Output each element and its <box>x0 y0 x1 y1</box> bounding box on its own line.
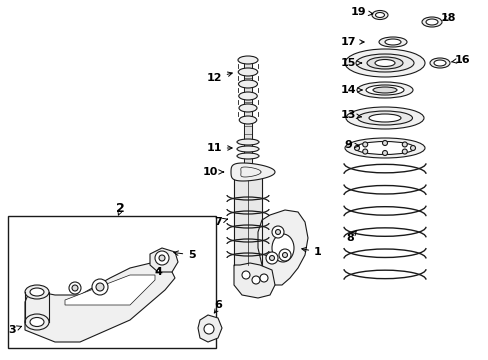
Polygon shape <box>150 248 178 272</box>
Circle shape <box>260 274 267 282</box>
Ellipse shape <box>421 17 441 27</box>
Ellipse shape <box>237 146 259 152</box>
Ellipse shape <box>238 56 258 64</box>
Text: 11: 11 <box>206 143 232 153</box>
Text: 19: 19 <box>349 7 372 17</box>
Ellipse shape <box>25 285 49 299</box>
Polygon shape <box>234 263 274 298</box>
Ellipse shape <box>345 49 424 77</box>
Circle shape <box>275 230 280 234</box>
Text: 13: 13 <box>340 110 361 120</box>
Circle shape <box>382 150 386 156</box>
Text: 12: 12 <box>206 72 232 83</box>
Circle shape <box>69 282 81 294</box>
Ellipse shape <box>372 87 396 93</box>
Circle shape <box>354 145 359 150</box>
Text: 10: 10 <box>202 167 223 177</box>
Ellipse shape <box>345 138 424 158</box>
Ellipse shape <box>374 59 394 67</box>
Polygon shape <box>198 315 222 342</box>
Circle shape <box>362 149 367 154</box>
Ellipse shape <box>355 54 413 72</box>
Text: 5: 5 <box>173 250 195 260</box>
Text: 16: 16 <box>450 55 469 65</box>
Ellipse shape <box>378 37 406 47</box>
Circle shape <box>159 255 164 261</box>
Ellipse shape <box>237 153 259 159</box>
Ellipse shape <box>371 10 387 19</box>
Ellipse shape <box>366 57 402 69</box>
Ellipse shape <box>30 288 44 296</box>
Circle shape <box>92 279 108 295</box>
Text: 18: 18 <box>439 13 455 23</box>
Ellipse shape <box>368 114 400 122</box>
Circle shape <box>402 142 407 147</box>
Circle shape <box>269 256 274 261</box>
Circle shape <box>155 251 169 265</box>
Polygon shape <box>25 262 175 342</box>
Ellipse shape <box>237 139 259 145</box>
Ellipse shape <box>30 318 44 327</box>
Ellipse shape <box>25 314 49 330</box>
Text: 1: 1 <box>301 247 321 257</box>
Circle shape <box>409 145 415 150</box>
Circle shape <box>265 252 278 264</box>
Circle shape <box>362 142 367 147</box>
Polygon shape <box>65 275 155 305</box>
Ellipse shape <box>356 82 412 98</box>
Circle shape <box>72 285 78 291</box>
Circle shape <box>279 249 290 261</box>
Text: 15: 15 <box>340 58 361 68</box>
Ellipse shape <box>433 60 445 66</box>
Circle shape <box>242 271 249 279</box>
Text: 9: 9 <box>344 140 358 150</box>
Ellipse shape <box>357 111 412 125</box>
Text: 3: 3 <box>8 325 21 335</box>
Circle shape <box>402 149 407 154</box>
Circle shape <box>251 276 260 284</box>
Bar <box>8 216 216 348</box>
Ellipse shape <box>375 13 384 18</box>
Text: 17: 17 <box>340 37 364 47</box>
Circle shape <box>271 226 284 238</box>
Circle shape <box>96 283 104 291</box>
Ellipse shape <box>238 68 257 76</box>
Ellipse shape <box>239 104 257 112</box>
Ellipse shape <box>239 116 256 124</box>
Circle shape <box>382 140 386 145</box>
Ellipse shape <box>429 58 449 68</box>
Circle shape <box>203 324 214 334</box>
Text: 8: 8 <box>346 230 356 243</box>
Text: 4: 4 <box>154 267 162 277</box>
Ellipse shape <box>238 80 257 88</box>
Text: 2: 2 <box>115 202 124 215</box>
Ellipse shape <box>354 141 414 154</box>
Polygon shape <box>258 210 307 285</box>
Ellipse shape <box>238 92 257 100</box>
Polygon shape <box>230 163 274 181</box>
Text: 6: 6 <box>214 300 222 310</box>
Circle shape <box>282 252 287 257</box>
Ellipse shape <box>384 39 400 45</box>
Text: 7: 7 <box>214 217 227 227</box>
Ellipse shape <box>346 107 423 129</box>
Ellipse shape <box>365 85 403 95</box>
Ellipse shape <box>425 19 437 25</box>
Ellipse shape <box>271 234 293 262</box>
Text: 14: 14 <box>340 85 361 95</box>
